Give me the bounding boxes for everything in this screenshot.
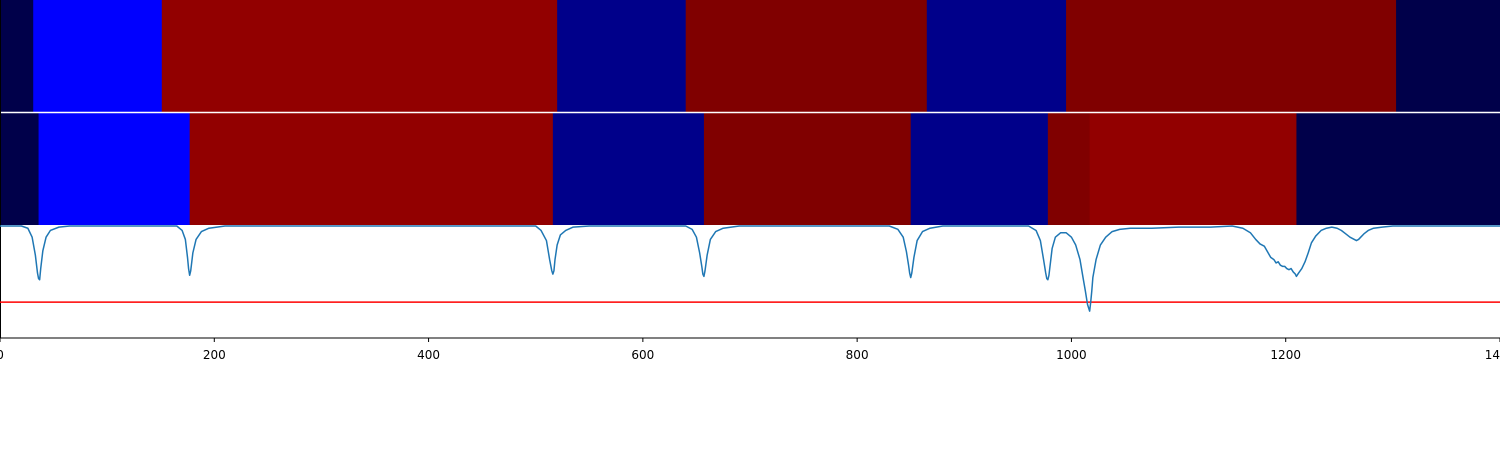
track-2-segment-2 [38,113,191,225]
signal-line [0,225,1500,312]
track-1-segment-4 [557,0,687,112]
track-2-segment-5 [703,113,912,225]
track-1-segment-6 [926,0,1067,112]
track-1-segment-1 [0,0,34,112]
track-2-segment-3 [189,113,554,225]
track-2-segment-4 [552,113,705,225]
signal-panel [0,0,1500,339]
x-axis: 0 200 400 600 800 1000 1200 1400 [0,338,1500,362]
track-1-segment-3 [161,0,558,112]
track-2-segment-8 [1089,113,1298,225]
x-tick-label: 600 [631,348,654,362]
track-2-segment-1 [0,113,40,225]
x-tick-label: 1000 [1056,348,1087,362]
x-tick-label: 400 [417,348,440,362]
track-1-segment-7 [1066,0,1397,112]
track-2-segment-7 [1047,113,1091,225]
x-tick-label: 1200 [1270,348,1301,362]
track-2-segment-9 [1296,113,1500,225]
track-1-segment-2 [33,0,163,112]
track-2-segment-6 [910,113,1049,225]
x-tick-label: 0 [0,348,4,362]
track-1-segment-8 [1396,0,1500,112]
segment-track-1 [0,0,1500,112]
segment-track-2 [0,113,1500,225]
x-tick-label: 800 [846,348,869,362]
track-1-segment-5 [685,0,928,112]
x-tick-label: 1400 [1485,348,1500,362]
x-tick-label: 200 [203,348,226,362]
